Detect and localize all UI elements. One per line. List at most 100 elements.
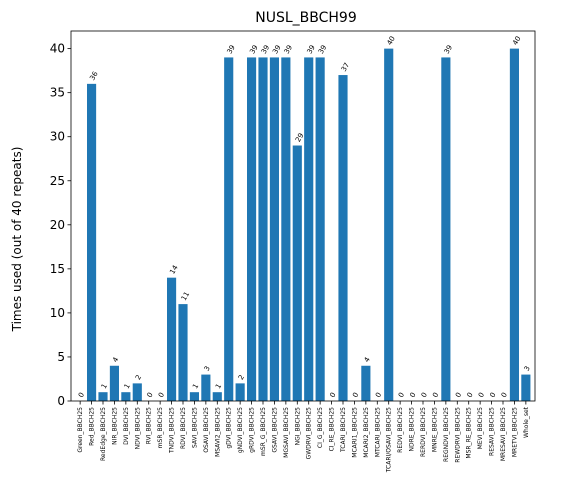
x-tick-label: MGSAVI_BBCH25 (283, 407, 290, 458)
x-tick-label: REWDRVI_BBCH25 (454, 407, 461, 463)
bar-value-label: 2 (237, 374, 246, 382)
bar-value-label: 0 (488, 391, 497, 399)
bar (521, 374, 531, 401)
x-tick-label: SAVI_BBCH25 (191, 407, 198, 448)
bars (87, 48, 531, 402)
x-tick-label: OSAVI_BBCH25 (203, 407, 210, 453)
x-tick-label: NDVI_BBCH25 (134, 407, 141, 450)
bar (189, 392, 199, 401)
bar (258, 57, 268, 402)
bar-value-label: 0 (431, 391, 440, 399)
x-axis: Green_BBCH25 Red_BBCH25 RedEdge_BBCH25 NIR_… (77, 401, 530, 473)
bar-value-label: 0 (146, 391, 155, 399)
bar-value-label: 1 (100, 382, 109, 390)
bar (109, 365, 119, 401)
x-tick-label: MRETVI_BBCH25 (511, 407, 518, 457)
bar-value-label: 0 (454, 391, 463, 399)
x-tick-label: DVI_BBCH25 (123, 407, 130, 445)
x-tick-label: RDVI_BBCH25 (180, 407, 187, 449)
bar-value-label: 0 (374, 391, 383, 399)
plot-frame (70, 30, 536, 402)
bar (269, 57, 279, 402)
x-tick-label: mSR_G_BBCH25 (260, 407, 267, 456)
bar (315, 57, 325, 402)
x-tick-label: CI_G_BBCH25 (317, 407, 324, 448)
x-tick-label: CI_RE_BBCH25 (329, 407, 336, 452)
y-tick-label: 30 (50, 130, 65, 144)
bar (201, 374, 211, 401)
bar-value-label: 39 (260, 44, 271, 56)
bar-value-label: 29 (294, 132, 305, 144)
bar (178, 304, 188, 401)
bar-value-label: 39 (248, 44, 259, 56)
bar (167, 277, 177, 401)
x-tick-label: MNRE_BBCH25 (431, 407, 438, 452)
bar-value-label: 39 (271, 44, 282, 56)
bar-value-label: 39 (317, 44, 328, 56)
bar-value-label: 3 (203, 365, 212, 373)
bar-value-label: 0 (77, 391, 86, 399)
x-tick-label: Green_BBCH25 (77, 407, 84, 453)
y-axis-label: Times used (out of 40 repeats) (10, 147, 24, 333)
x-tick-label: MSAVI2_BBCH25 (214, 407, 221, 457)
y-tick-label: 5 (57, 350, 65, 364)
bar-value-label: 37 (340, 61, 351, 73)
x-tick-label: gRDVI_BBCH25 (249, 407, 256, 453)
bar (441, 57, 451, 402)
x-tick-label: NIR_BBCH25 (111, 407, 118, 445)
bar (361, 365, 371, 401)
x-tick-label: MTCARI_BBCH25 (374, 407, 381, 457)
x-tick-label: mSR_BBCH25 (157, 407, 164, 448)
bar-value-label: 36 (88, 70, 100, 82)
bar (247, 57, 257, 402)
bar (509, 48, 519, 402)
bar-value-label: 14 (168, 263, 180, 275)
x-tick-label: RESAVI_BBCH25 (489, 407, 496, 456)
x-tick-label: NGI_BBCH25 (294, 407, 301, 446)
bar-value-label: 0 (397, 391, 406, 399)
bar (304, 57, 314, 402)
bar-value-label: 0 (157, 391, 166, 399)
bar-value-label: 11 (180, 290, 191, 302)
bar-value-label: 40 (511, 35, 522, 47)
x-tick-label: REDVI_BBCH25 (397, 407, 404, 453)
x-tick-label: MCARI2_BBCH25 (363, 407, 370, 458)
bar-value-label: 4 (363, 355, 372, 363)
x-tick-label: GSAVI_BBCH25 (271, 407, 278, 453)
bar-value-label: 1 (123, 382, 132, 390)
x-tick-label: MCARI1_BBCH25 (351, 407, 358, 458)
bar-value-label: 0 (466, 391, 475, 399)
bar (212, 392, 222, 401)
x-tick-label: gNDVI_BBCH25 (237, 407, 244, 453)
bar-value-label: 1 (191, 382, 200, 390)
bar-value-label: 39 (226, 44, 237, 56)
x-tick-label: RedEdge_BBCH25 (100, 407, 107, 461)
bar-value-label: 3 (523, 365, 532, 373)
y-tick-label: 25 (50, 174, 65, 188)
y-tick-label: 20 (50, 218, 65, 232)
bar-value-label: 0 (477, 391, 486, 399)
bar (98, 392, 108, 401)
bar-value-label: 40 (386, 35, 397, 47)
y-tick-label: 15 (50, 262, 65, 276)
x-tick-label: MRESAVI_BBCH25 (500, 407, 507, 461)
x-tick-label: GWDRVI_BBCH25 (306, 407, 313, 460)
bar-value-label: 39 (283, 44, 294, 56)
x-tick-label: NDRE_BBCH25 (409, 407, 416, 452)
bar-value-label: 1 (214, 382, 223, 390)
chart-title: NUSL_BBCH99 (255, 10, 357, 26)
bar (281, 57, 291, 402)
bar-value-label: 0 (408, 391, 417, 399)
x-tick-label: MEVI_BBCH25 (477, 407, 484, 449)
x-tick-label: RERDVI_BBCH25 (420, 407, 427, 457)
bar (132, 383, 142, 401)
x-tick-label: Whole_set (523, 406, 530, 438)
bar (338, 75, 348, 402)
bar-value-label: 4 (111, 355, 120, 363)
bar (224, 57, 234, 402)
x-tick-label: RVI_BBCH25 (146, 407, 153, 444)
bar-value-label: 0 (500, 391, 509, 399)
bar (292, 145, 302, 401)
